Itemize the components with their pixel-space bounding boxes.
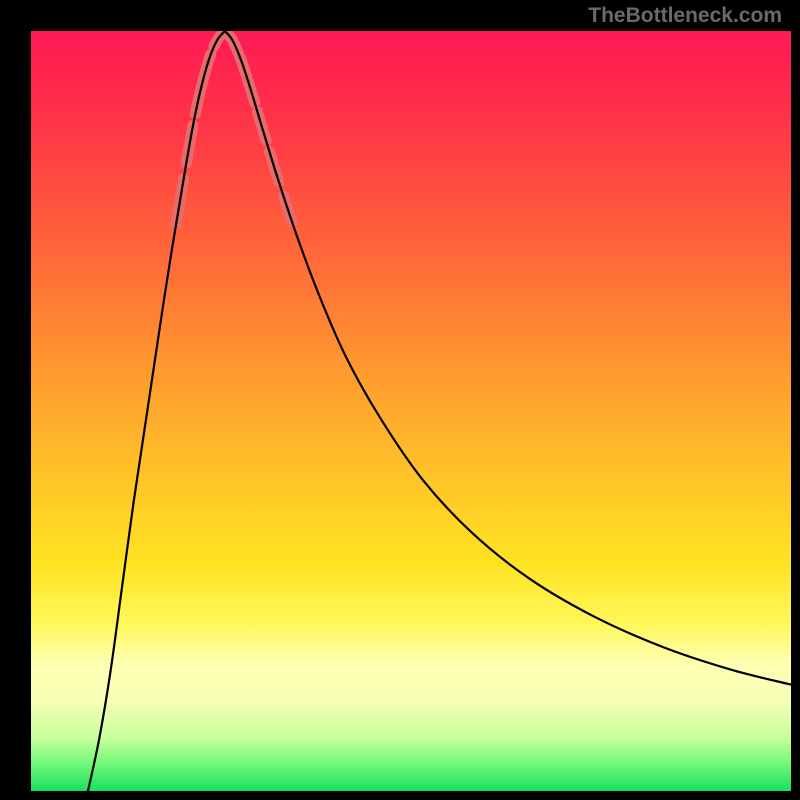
chart-frame: TheBottleneck.com <box>0 0 800 800</box>
plot-area <box>31 31 791 791</box>
source-watermark: TheBottleneck.com <box>588 4 782 28</box>
